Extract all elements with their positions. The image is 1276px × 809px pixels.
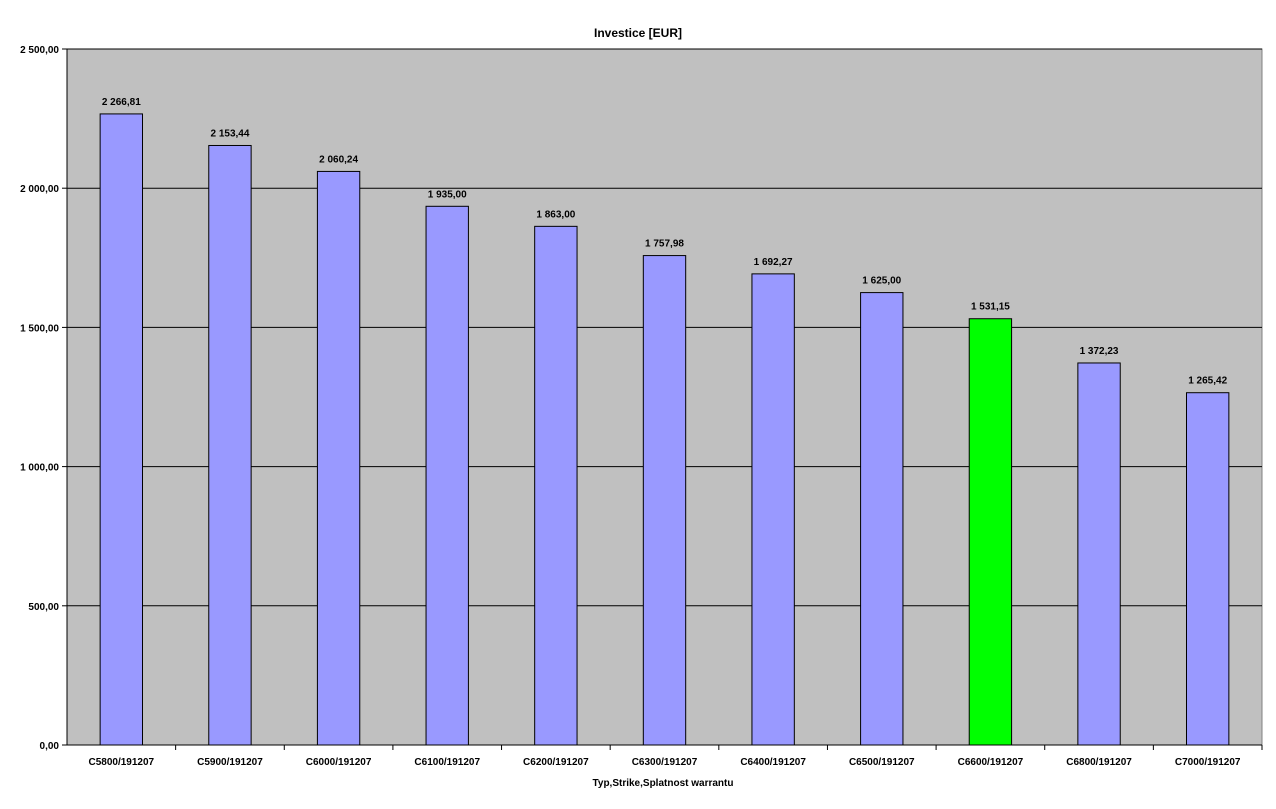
x-tick-label: C6500/191207 (849, 757, 915, 768)
x-tick-label: C7000/191207 (1175, 757, 1241, 768)
x-tick-label: C5900/191207 (197, 757, 263, 768)
y-tick-label: 1 000,00 (20, 463, 59, 474)
y-tick-label: 500,00 (28, 602, 59, 613)
bar (1185, 392, 1230, 746)
bars (99, 113, 1230, 746)
data-label: 1 692,27 (754, 257, 793, 268)
bar (534, 225, 578, 746)
axes (66, 49, 1262, 746)
x-tick-label: C6800/191207 (1066, 757, 1132, 768)
y-axis-tick-labels: 0,00 500,00 1 000,00 1 500,00 2 000,00 2 500,… (20, 45, 59, 752)
y-tick-label: 2 000,00 (20, 184, 59, 195)
x-tick-label: C6200/191207 (523, 757, 589, 768)
data-label: 1 935,00 (428, 189, 467, 200)
x-axis-title: Typ,Strike,Splatnost warrantu (593, 778, 734, 789)
data-label: 1 265,42 (1188, 376, 1227, 387)
bar (208, 144, 252, 746)
data-label: 2 060,24 (319, 154, 358, 165)
x-tick-label: C6000/191207 (306, 757, 372, 768)
x-tick-label: C5800/191207 (89, 757, 155, 768)
data-label: 2 266,81 (102, 97, 141, 108)
y-tick-label: 1 500,00 (20, 323, 59, 334)
x-tick-label: C6400/191207 (740, 757, 806, 768)
x-axis-tick-labels: C5800/191207 C5900/191207 C6000/191207 C610… (89, 757, 1241, 768)
chart-title: Investice [EUR] (594, 26, 682, 40)
bar (99, 113, 144, 746)
bar (1077, 362, 1121, 746)
x-tick-label: C6600/191207 (958, 757, 1024, 768)
x-tick-label: C6100/191207 (414, 757, 480, 768)
bar (751, 273, 795, 746)
bar (425, 205, 469, 746)
bar (642, 255, 687, 746)
y-tick-label: 2 500,00 (20, 45, 59, 56)
x-tick-label: C6300/191207 (632, 757, 698, 768)
data-label: 1 757,98 (645, 239, 684, 250)
y-tick-label: 0,00 (40, 741, 60, 752)
data-label: 2 153,44 (210, 128, 249, 139)
data-label: 1 372,23 (1080, 346, 1119, 357)
data-label: 1 863,00 (536, 209, 575, 220)
bar (968, 318, 1013, 746)
data-labels: 2 266,81 2 153,44 2 060,24 1 935,00 1 863,00… (102, 97, 1228, 387)
data-label: 1 531,15 (971, 302, 1010, 313)
data-label: 1 625,00 (862, 276, 901, 287)
bar (316, 170, 361, 746)
bar (860, 292, 904, 746)
